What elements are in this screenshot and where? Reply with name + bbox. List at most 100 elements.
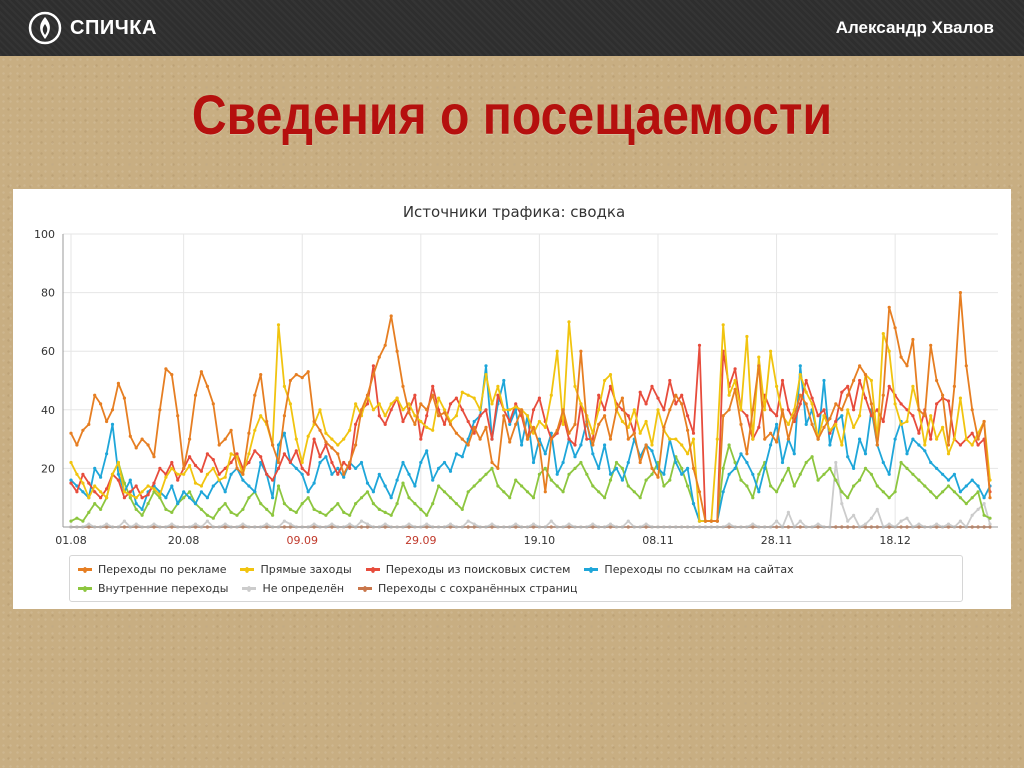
data-point (490, 522, 494, 526)
data-point (282, 384, 286, 388)
data-point (312, 481, 316, 485)
data-point (75, 490, 79, 494)
data-point (318, 428, 322, 432)
data-point (650, 384, 654, 388)
data-point (579, 443, 583, 447)
data-point (840, 490, 844, 494)
data-point (193, 393, 198, 397)
legend-item[interactable]: Прямые заходы (240, 560, 352, 579)
data-point (935, 378, 939, 383)
data-point (419, 437, 423, 441)
data-point (525, 490, 530, 494)
data-point (858, 414, 862, 418)
data-point (122, 496, 126, 500)
data-point (964, 502, 968, 506)
data-point (792, 484, 796, 488)
data-point (840, 414, 844, 418)
data-point (359, 460, 364, 465)
legend-item[interactable]: Не определён (242, 579, 344, 598)
data-point (282, 519, 286, 523)
data-point (502, 490, 506, 494)
data-point (395, 502, 399, 506)
data-point (425, 522, 429, 526)
data-point (727, 443, 731, 447)
legend-item[interactable]: Переходы по ссылкам на сайтах (584, 560, 794, 579)
data-point (976, 507, 980, 511)
data-point (93, 393, 97, 397)
legend-item[interactable]: Переходы с сохранённых страниц (358, 579, 577, 598)
data-point (306, 434, 310, 438)
data-point (970, 443, 974, 447)
data-point (306, 490, 310, 494)
data-point (875, 484, 879, 488)
data-point (650, 472, 654, 476)
data-point (691, 437, 696, 441)
data-point (638, 496, 642, 500)
data-point (211, 516, 215, 520)
data-point (377, 402, 381, 406)
data-point (330, 460, 334, 465)
data-point (348, 466, 352, 470)
data-point (686, 484, 690, 488)
data-point (122, 519, 126, 523)
data-point (253, 449, 257, 453)
data-point (757, 355, 761, 359)
data-point (597, 490, 601, 494)
data-point (573, 466, 577, 470)
data-point (407, 496, 411, 500)
data-point (537, 419, 542, 424)
data-point (271, 478, 275, 482)
data-point (816, 522, 820, 526)
data-point (359, 496, 364, 500)
data-point (632, 408, 636, 412)
data-point (442, 460, 447, 465)
data-point (555, 484, 559, 488)
data-point (935, 496, 939, 500)
data-point (377, 355, 381, 359)
data-point (917, 478, 921, 482)
data-point (614, 460, 619, 465)
data-point (852, 425, 856, 429)
data-point (134, 484, 138, 488)
brand: СПИЧКА (28, 11, 157, 45)
data-point (425, 425, 429, 429)
data-point (87, 422, 91, 426)
data-point (626, 519, 630, 523)
data-point (425, 449, 429, 453)
data-point (294, 510, 298, 514)
data-point (620, 478, 625, 482)
legend-item[interactable]: Внутренние переходы (78, 579, 228, 598)
data-point (484, 472, 488, 476)
data-point (555, 472, 559, 476)
legend-label: Переходы по рекламе (98, 563, 227, 576)
data-point (852, 513, 856, 517)
data-point (525, 437, 530, 441)
data-point (247, 452, 251, 456)
data-point (508, 408, 512, 412)
data-point (460, 437, 464, 441)
data-point (425, 408, 429, 412)
data-point (217, 472, 221, 476)
data-point (792, 414, 796, 418)
data-point (893, 490, 897, 494)
data-point (579, 349, 583, 353)
legend-item[interactable]: Переходы из поисковых систем (365, 560, 570, 579)
data-point (99, 507, 103, 511)
data-point (407, 472, 411, 476)
data-point (247, 431, 251, 435)
data-point (170, 484, 174, 488)
legend-swatch (240, 566, 255, 573)
legend-item[interactable]: Переходы по рекламе (78, 560, 226, 579)
y-tick-label: 20 (41, 462, 55, 475)
data-point (775, 414, 779, 418)
data-point (775, 422, 779, 426)
data-point (905, 419, 909, 424)
data-point (69, 478, 73, 482)
top-bar: СПИЧКА Александр Хвалов (0, 0, 1024, 56)
data-point (442, 411, 447, 415)
data-point (205, 472, 209, 476)
data-point (852, 378, 856, 383)
data-point (401, 481, 405, 485)
data-point (437, 414, 441, 418)
data-point (828, 443, 832, 447)
